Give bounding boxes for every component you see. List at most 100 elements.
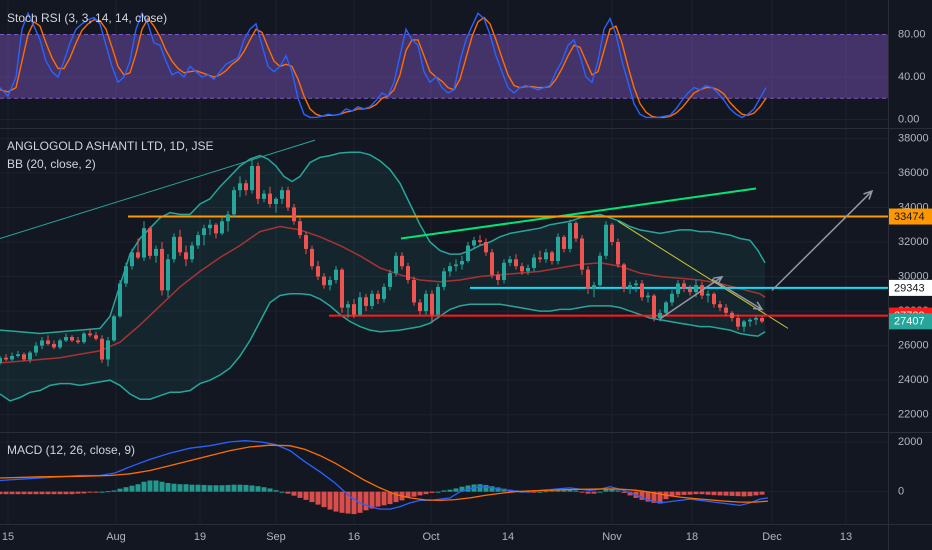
candle-body bbox=[424, 293, 428, 312]
date-x-tick-label: Oct bbox=[422, 531, 439, 543]
candle-body bbox=[658, 312, 662, 318]
macd-histogram-bar bbox=[333, 491, 339, 512]
candle-body bbox=[544, 252, 548, 260]
macd-histogram-bar bbox=[531, 491, 537, 493]
candle-body bbox=[484, 242, 488, 253]
macd-histogram-bar bbox=[615, 490, 621, 492]
macd-histogram-bar bbox=[15, 491, 21, 495]
candle-body bbox=[448, 266, 452, 272]
macd-histogram-bar bbox=[393, 491, 399, 503]
candle-body bbox=[232, 190, 236, 215]
date-x-tick-label: 18 bbox=[686, 531, 698, 543]
macd-histogram-bar bbox=[201, 484, 207, 492]
macd-histogram-bar bbox=[645, 491, 651, 502]
orange-level-tag: 33474 bbox=[894, 211, 925, 223]
macd-histogram-bar bbox=[279, 491, 285, 493]
candle-body bbox=[676, 283, 680, 294]
projection-arrow bbox=[659, 276, 723, 320]
macd-histogram-bar bbox=[135, 484, 141, 492]
price-y-tick-label: 30000 bbox=[898, 270, 929, 282]
stoch-y-tick-label: 0.00 bbox=[898, 113, 919, 125]
macd-histogram-bar bbox=[291, 491, 297, 496]
macd-histogram-bar bbox=[159, 481, 165, 492]
projection-arrowhead bbox=[863, 189, 874, 200]
candle-body bbox=[712, 293, 716, 305]
macd-histogram-bar bbox=[723, 491, 729, 496]
macd-histogram-bar bbox=[87, 491, 93, 493]
macd-histogram-bar bbox=[51, 491, 57, 495]
candle-body bbox=[100, 338, 104, 360]
candle-body bbox=[346, 304, 350, 308]
macd-histogram-bar bbox=[153, 480, 159, 492]
candle-body bbox=[646, 295, 650, 298]
candle-body bbox=[118, 283, 122, 317]
macd-histogram-bar bbox=[675, 491, 681, 496]
candle-body bbox=[220, 221, 224, 234]
main-chart-title: ANGLOGOLD ASHANTI LTD, 1D, JSE bbox=[7, 139, 214, 153]
macd-histogram-bar bbox=[657, 491, 663, 504]
macd-histogram-bar bbox=[207, 485, 213, 492]
macd-histogram-bar bbox=[447, 489, 453, 492]
candle-body bbox=[172, 236, 176, 260]
date-x-tick-label: 14 bbox=[502, 531, 514, 543]
macd-histogram-bar bbox=[351, 491, 357, 515]
candle-body bbox=[4, 357, 8, 360]
macd-histogram-bar bbox=[177, 484, 183, 492]
macd-histogram-bar bbox=[339, 491, 345, 513]
macd-histogram-bar bbox=[477, 484, 483, 492]
green-trendline bbox=[400, 187, 757, 240]
macd-histogram-bar bbox=[105, 491, 111, 493]
macd-histogram-bar bbox=[309, 491, 315, 503]
candle-body bbox=[514, 259, 518, 267]
macd-histogram-bar bbox=[243, 484, 249, 492]
candle-body bbox=[286, 190, 290, 208]
candle-body bbox=[208, 224, 212, 229]
macd-histogram-bar bbox=[375, 491, 381, 507]
candle-body bbox=[160, 248, 164, 291]
macd-histogram-bar bbox=[729, 491, 735, 496]
candle-body bbox=[388, 273, 392, 287]
date-x-tick-label: Aug bbox=[106, 531, 126, 543]
candle-body bbox=[52, 343, 56, 348]
candle-body bbox=[520, 266, 524, 272]
candle-body bbox=[670, 293, 674, 303]
cyan-level-tag: 29343 bbox=[894, 282, 925, 294]
candle-body bbox=[214, 224, 218, 234]
candle-body bbox=[94, 335, 98, 339]
stoch-rsi-title: Stoch RSI (3, 3, 14, 14, close) bbox=[7, 11, 168, 25]
candle-body bbox=[322, 276, 326, 286]
macd-histogram-bar bbox=[753, 491, 759, 496]
candle-body bbox=[10, 356, 14, 360]
macd-histogram-bar bbox=[681, 491, 687, 495]
date-x-tick-label: 19 bbox=[194, 531, 206, 543]
macd-histogram-bar bbox=[297, 491, 303, 498]
macd-histogram-bar bbox=[261, 487, 267, 492]
macd-y-tick-label: 0 bbox=[898, 486, 904, 498]
candle-body bbox=[400, 255, 404, 267]
macd-histogram-bar bbox=[63, 491, 69, 495]
projection-arrowhead bbox=[752, 301, 764, 311]
candle-body bbox=[292, 207, 296, 222]
candle-body bbox=[274, 198, 278, 204]
candle-body bbox=[268, 193, 272, 204]
macd-histogram-bar bbox=[3, 491, 9, 495]
candle-body bbox=[418, 302, 422, 312]
candle-body bbox=[526, 267, 530, 272]
candle-body bbox=[736, 318, 740, 327]
candle-body bbox=[148, 228, 152, 256]
macd-histogram-bar bbox=[57, 491, 63, 495]
candle-body bbox=[34, 345, 38, 353]
last-price-tag-bg bbox=[889, 313, 932, 330]
macd-histogram-bar bbox=[81, 491, 87, 494]
macd-histogram-bar bbox=[0, 491, 3, 495]
macd-histogram-bar bbox=[717, 491, 723, 496]
candle-body bbox=[460, 261, 464, 265]
candle-body bbox=[178, 236, 182, 253]
price-y-tick-label: 26000 bbox=[898, 340, 929, 352]
price-y-tick-label: 32000 bbox=[898, 236, 929, 248]
candle-body bbox=[196, 235, 200, 246]
candle-body bbox=[496, 274, 500, 280]
macd-histogram-bar bbox=[759, 491, 765, 495]
macd-title: MACD (12, 26, close, 9) bbox=[7, 443, 136, 457]
